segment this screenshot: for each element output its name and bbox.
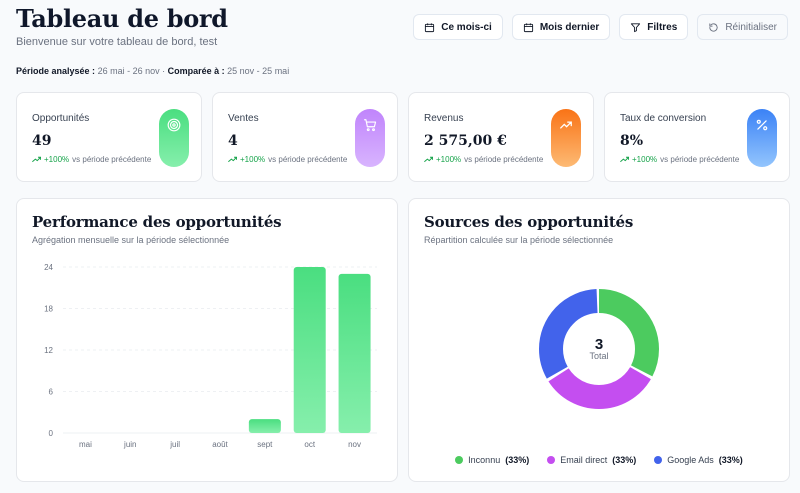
last-month-button[interactable]: Mois dernier <box>511 14 611 40</box>
trend-up-icon <box>32 156 41 163</box>
target-icon <box>167 118 181 132</box>
kpi-card-sales: Ventes 4 +100% vs période précédente <box>212 92 398 182</box>
performance-subtitle: Agrégation mensuelle sur la période séle… <box>32 235 230 245</box>
donut-slice-email-direct <box>539 289 659 409</box>
legend-item[interactable]: Inconnu (33%) <box>455 455 529 465</box>
performance-panel: Performance des opportunités Agrégation … <box>16 198 398 482</box>
kpi-label: Opportunités <box>32 113 90 124</box>
kpi-delta: +100% <box>632 155 658 164</box>
period-analyzed-label: Période analysée : <box>16 66 96 76</box>
kpi-delta: +100% <box>240 155 266 164</box>
calendar-icon <box>425 22 435 32</box>
kpi-icon-badge <box>355 109 385 167</box>
bar-nov <box>338 273 371 433</box>
x-tick-label: juin <box>123 440 136 449</box>
kpi-icon-badge <box>159 109 189 167</box>
reset-label: Réinitialiser <box>725 21 777 33</box>
donut-slice-inconnu <box>539 289 659 409</box>
period-info: Période analysée : 26 mai - 26 nov · Com… <box>16 66 289 76</box>
kpi-card-opportunities: Opportunités 49 +100% vs période précéde… <box>16 92 202 182</box>
filter-icon <box>631 22 641 32</box>
kpi-delta-text: vs période précédente <box>72 155 152 164</box>
kpi-delta: +100% <box>436 155 462 164</box>
kpi-label: Revenus <box>424 113 464 124</box>
bar-chart: 0 6 12 18 24 mai juin juil août sept oct nov <box>44 263 377 449</box>
donut-total-value: 3 <box>595 336 603 353</box>
legend-pct: (33%) <box>718 455 743 465</box>
this-month-button[interactable]: Ce mois-ci <box>413 14 503 40</box>
period-separator: · <box>159 66 168 76</box>
kpi-value: 8% <box>620 133 644 149</box>
this-month-label: Ce mois-ci <box>441 21 492 33</box>
kpi-card-conversion-rate: Taux de conversion 8% +100% vs période p… <box>604 92 790 182</box>
donut-slice-google-ads <box>539 289 659 409</box>
sources-subtitle: Répartition calculée sur la période séle… <box>424 235 614 245</box>
kpi-trend: +100% vs période précédente <box>620 155 739 164</box>
bar-sept <box>248 419 281 433</box>
period-compared-label: Comparée à : <box>167 66 225 76</box>
filters-button[interactable]: Filtres <box>619 14 689 40</box>
x-tick-label: mai <box>79 440 92 449</box>
legend-dot <box>654 456 663 464</box>
donut-segments <box>539 289 659 409</box>
sources-title: Sources des opportunités <box>424 213 634 231</box>
legend-pct: (33%) <box>505 455 530 465</box>
calendar-icon <box>523 22 533 32</box>
filters-label: Filtres <box>647 21 678 33</box>
kpi-delta-text: vs période précédente <box>268 155 348 164</box>
y-tick-label: 18 <box>44 305 53 314</box>
reset-button[interactable]: Réinitialiser <box>697 14 788 40</box>
trending-up-icon <box>560 121 572 129</box>
legend-dot <box>547 456 556 464</box>
legend-label: Google Ads <box>667 455 714 465</box>
reset-icon <box>709 22 718 32</box>
x-tick-label: oct <box>304 440 315 449</box>
kpi-trend: +100% vs période précédente <box>424 155 543 164</box>
y-tick-label: 12 <box>44 346 53 355</box>
period-analyzed-value: 26 mai - 26 nov <box>97 66 160 76</box>
legend-dot <box>455 456 464 464</box>
kpi-value: 2 575,00 € <box>424 133 507 149</box>
toolbar: Ce mois-ci Mois dernier Filtres Réinitia… <box>413 14 788 40</box>
kpi-trend: +100% vs période précédente <box>228 155 347 164</box>
x-tick-label: nov <box>348 440 361 449</box>
kpi-delta-text: vs période précédente <box>660 155 740 164</box>
period-compared-value: 25 nov - 25 mai <box>227 66 290 76</box>
trend-up-icon <box>228 156 237 163</box>
y-tick-label: 6 <box>49 388 54 397</box>
legend-pct: (33%) <box>612 455 637 465</box>
trend-up-icon <box>620 156 629 163</box>
legend-label: Inconnu <box>468 455 501 465</box>
percent-icon <box>756 119 768 131</box>
y-tick-label: 0 <box>49 429 54 438</box>
x-tick-label: sept <box>257 440 273 449</box>
legend-label: Email direct <box>560 455 608 465</box>
donut-legend: Inconnu (33%) Email direct (33%) Google … <box>409 455 789 465</box>
x-tick-label: août <box>212 440 228 449</box>
bar-oct <box>293 267 326 433</box>
kpi-delta-text: vs période précédente <box>464 155 544 164</box>
kpi-card-revenue: Revenus 2 575,00 € +100% vs période préc… <box>408 92 594 182</box>
performance-title: Performance des opportunités <box>32 213 282 231</box>
page-subtitle: Bienvenue sur votre tableau de bord, tes… <box>16 36 218 48</box>
last-month-label: Mois dernier <box>539 21 600 33</box>
donut-total-label: Total <box>589 351 608 361</box>
cart-icon <box>364 119 377 132</box>
kpi-label: Ventes <box>228 113 259 124</box>
sources-panel: Sources des opportunités Répartition cal… <box>408 198 790 482</box>
y-tick-label: 24 <box>44 263 53 272</box>
page-title: Tableau de bord <box>16 4 228 33</box>
kpi-trend: +100% vs période précédente <box>32 155 151 164</box>
x-tick-label: juil <box>169 440 180 449</box>
kpi-value: 4 <box>228 133 238 149</box>
legend-item[interactable]: Email direct (33%) <box>547 455 636 465</box>
trend-up-icon <box>424 156 433 163</box>
legend-item[interactable]: Google Ads (33%) <box>654 455 743 465</box>
kpi-label: Taux de conversion <box>620 113 707 124</box>
kpi-icon-badge <box>747 109 777 167</box>
kpi-value: 49 <box>32 133 52 149</box>
kpi-icon-badge <box>551 109 581 167</box>
kpi-delta: +100% <box>44 155 70 164</box>
